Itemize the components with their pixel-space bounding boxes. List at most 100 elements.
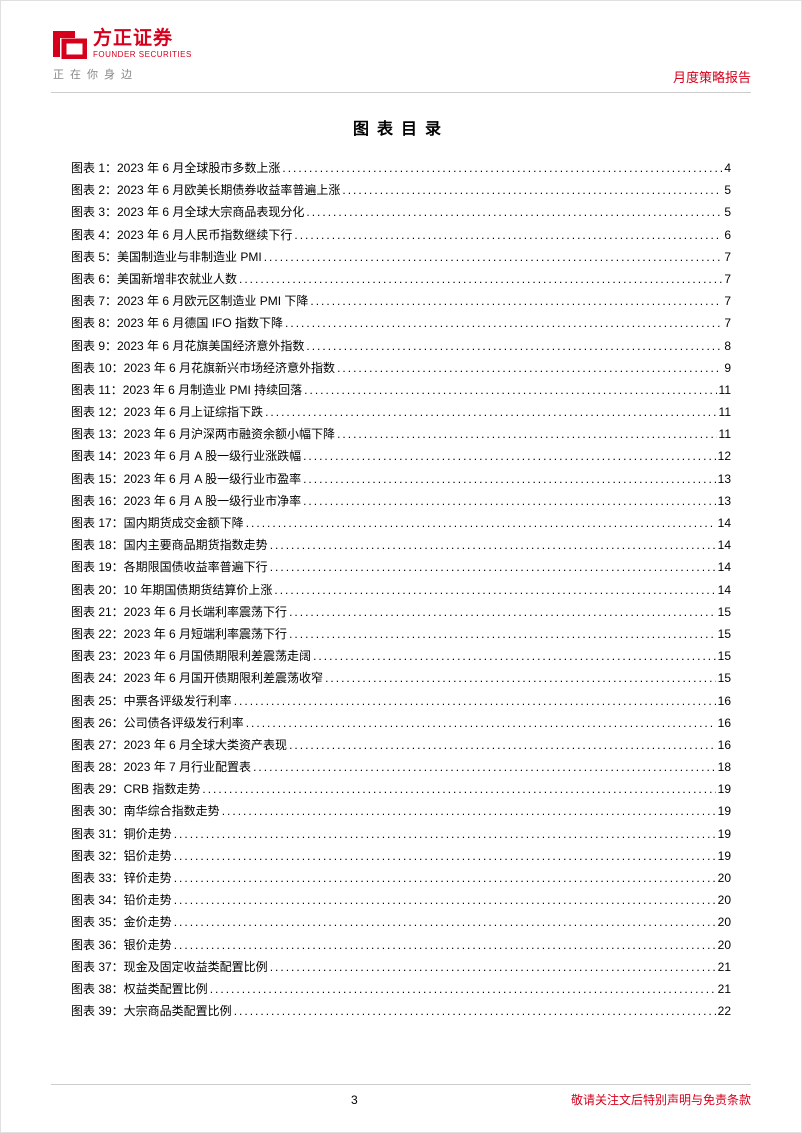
toc-entry: 图表 1：2023 年 6 月全球股市多数上涨 4 [71,157,731,179]
toc-entry: 图表 11：2023 年 6 月制造业 PMI 持续回落11 [71,379,731,401]
toc-leader [310,290,722,312]
logo-block: 方正证券 FOUNDER SECURITIES 正在你身边 [51,29,192,82]
toc-entry-label: 图表 37：现金及固定收益类配置比例 [71,956,268,978]
toc-entry-label: 图表 3：2023 年 6 月全球大宗商品表现分化 [71,201,304,223]
toc-leader [313,645,716,667]
toc-leader [337,357,722,379]
toc-entry-page: 16 [718,712,731,734]
toc-entry: 图表 36：银价走势20 [71,934,731,956]
toc-entry-label: 图表 27：2023 年 6 月全球大类资产表现 [71,734,287,756]
toc-entry-page: 5 [724,179,731,201]
toc-entry: 图表 3：2023 年 6 月全球大宗商品表现分化 5 [71,201,731,223]
toc-entry-label: 图表 19：各期限国债收益率普遍下行 [71,556,268,578]
footer-note: 敬请关注文后特别声明与免责条款 [571,1091,751,1108]
toc-leader [234,1000,716,1022]
toc-entry-page: 15 [718,601,731,623]
toc-entry-page: 14 [718,512,731,534]
toc-leader [222,800,716,822]
toc-entry-label: 图表 33：锌价走势 [71,867,172,889]
toc-entry: 图表 12：2023 年 6 月上证综指下跌11 [71,401,731,423]
toc-entry-page: 6 [724,224,731,246]
toc-leader [174,934,716,956]
toc-entry-page: 9 [724,357,731,379]
toc-entry-page: 20 [718,867,731,889]
toc-entry: 图表 19：各期限国债收益率普遍下行14 [71,556,731,578]
toc-leader [289,601,716,623]
toc-leader [285,312,722,334]
toc-leader [342,179,722,201]
toc-leader [274,579,715,601]
toc-entry: 图表 33：锌价走势 20 [71,867,731,889]
toc-entry-label: 图表 6：美国新增非农就业人数 [71,268,237,290]
toc-entry-label: 图表 18：国内主要商品期货指数走势 [71,534,268,556]
toc-entry-label: 图表 32：铝价走势 [71,845,172,867]
toc-entry-page: 19 [718,800,731,822]
toc-leader [246,712,716,734]
toc-entry-label: 图表 23：2023 年 6 月国债期限利差震荡走阔 [71,645,311,667]
toc-entry: 图表 37：现金及固定收益类配置比例21 [71,956,731,978]
toc-leader [234,690,716,712]
page-number: 3 [351,1093,358,1107]
toc-leader [270,956,716,978]
toc-entry-label: 图表 38：权益类配置比例 [71,978,208,1000]
toc-entry: 图表 17：国内期货成交金额下降 14 [71,512,731,534]
toc-entry-label: 图表 1：2023 年 6 月全球股市多数上涨 [71,157,280,179]
toc-entry-label: 图表 35：金价走势 [71,911,172,933]
toc-leader [174,867,716,889]
toc-entry: 图表 29：CRB 指数走势19 [71,778,731,800]
toc-entry-label: 图表 17：国内期货成交金额下降 [71,512,244,534]
toc-entry-page: 14 [718,534,731,556]
toc-leader [239,268,722,290]
toc-entry-page: 7 [724,246,731,268]
toc-entry: 图表 39：大宗商品类配置比例22 [71,1000,731,1022]
toc-entry-label: 图表 22：2023 年 6 月短端利率震荡下行 [71,623,287,645]
toc-entry-label: 图表 31：铜价走势 [71,823,172,845]
toc-entry-page: 15 [718,667,731,689]
toc-entry-label: 图表 4：2023 年 6 月人民币指数继续下行 [71,224,292,246]
toc-leader [303,490,716,512]
toc-entry: 图表 24：2023 年 6 月国开债期限利差震荡收窄 15 [71,667,731,689]
toc-entry-page: 19 [718,778,731,800]
toc-entry-label: 图表 24：2023 年 6 月国开债期限利差震荡收窄 [71,667,323,689]
toc-entry-label: 图表 8：2023 年 6 月德国 IFO 指数下降 [71,312,283,334]
toc-entry: 图表 10：2023 年 6 月花旗新兴市场经济意外指数9 [71,357,731,379]
toc-entry: 图表 9：2023 年 6 月花旗美国经济意外指数8 [71,335,731,357]
toc-entry-label: 图表 25：中票各评级发行利率 [71,690,232,712]
toc-leader [270,534,716,556]
toc-leader [210,978,716,1000]
toc-entry-page: 4 [724,157,731,179]
page-header: 方正证券 FOUNDER SECURITIES 正在你身边 月度策略报告 [1,1,801,86]
toc-leader [270,556,716,578]
toc-entry: 图表 28：2023 年 7 月行业配置表 18 [71,756,731,778]
toc-entry-page: 5 [724,201,731,223]
toc-leader [306,335,722,357]
toc-entry: 图表 34：铅价走势 20 [71,889,731,911]
toc-entry-label: 图表 11：2023 年 6 月制造业 PMI 持续回落 [71,379,302,401]
toc-entry-label: 图表 28：2023 年 7 月行业配置表 [71,756,251,778]
toc-entry-label: 图表 5：美国制造业与非制造业 PMI [71,246,262,268]
toc-entry-page: 20 [718,889,731,911]
toc-entry-label: 图表 26：公司债各评级发行利率 [71,712,244,734]
toc-leader [174,845,716,867]
toc-entry-page: 18 [718,756,731,778]
logo-row: 方正证券 FOUNDER SECURITIES [51,29,192,60]
footer-rule [51,1084,751,1085]
toc-entry-page: 8 [724,335,731,357]
toc-entry: 图表 30：南华综合指数走势19 [71,800,731,822]
toc-leader [303,468,716,490]
toc-leader [306,201,722,223]
toc-leader [265,401,716,423]
toc-leader [294,224,722,246]
toc-entry: 图表 35：金价走势20 [71,911,731,933]
toc-entry-label: 图表 34：铅价走势 [71,889,172,911]
toc-leader [174,889,716,911]
toc-title: 图表目录 [1,115,801,139]
logo-tagline: 正在你身边 [53,66,192,82]
founder-logo-icon [51,29,87,59]
toc-entry-page: 13 [718,490,731,512]
toc-entry-page: 12 [718,445,731,467]
toc-entry: 图表 5：美国制造业与非制造业 PMI 7 [71,246,731,268]
toc-entry-page: 16 [718,690,731,712]
toc-entry-page: 7 [724,290,731,312]
toc-entry-page: 15 [718,645,731,667]
